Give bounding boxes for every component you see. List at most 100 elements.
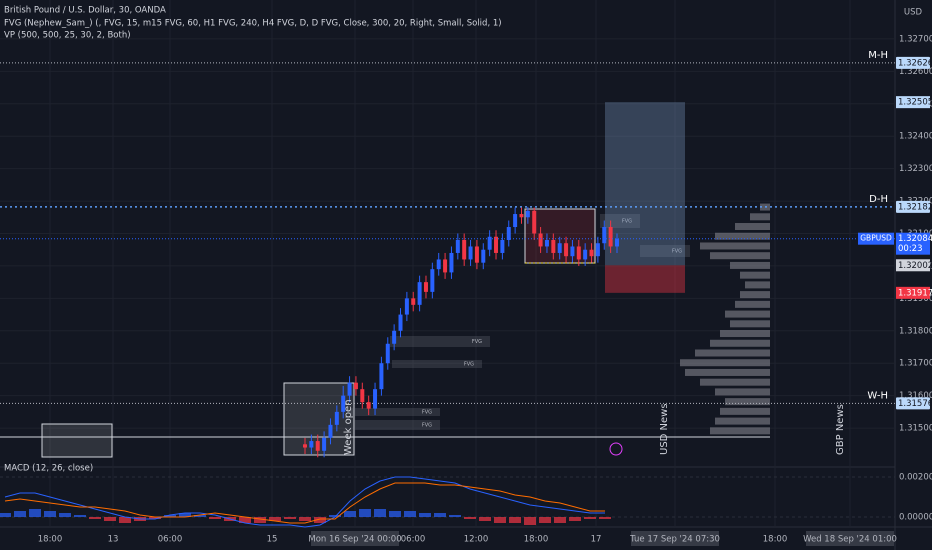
level-price-box bbox=[896, 56, 930, 69]
indicator-legend: VP (500, 500, 25, 30, 2, Both) bbox=[4, 31, 131, 41]
macd-histogram-bar bbox=[269, 517, 281, 521]
macd-histogram-bar bbox=[554, 517, 566, 523]
macd-histogram-bar bbox=[464, 517, 476, 519]
candle-body bbox=[608, 227, 613, 247]
macd-histogram-bar bbox=[569, 517, 581, 521]
candle-body bbox=[602, 227, 607, 244]
volume-profile-bar bbox=[710, 252, 770, 260]
candle-body bbox=[519, 214, 524, 218]
candle-body bbox=[576, 246, 581, 260]
volume-profile-bar bbox=[695, 349, 770, 357]
macd-histogram-bar bbox=[584, 517, 596, 519]
volume-profile-bar bbox=[685, 368, 770, 376]
x-tick-label: 18:00 bbox=[38, 535, 63, 545]
macd-histogram-bar bbox=[299, 517, 311, 521]
fvg-zone bbox=[355, 420, 440, 430]
fvg-zone bbox=[390, 336, 490, 347]
candle-body bbox=[360, 389, 365, 403]
macd-histogram-bar bbox=[74, 515, 86, 517]
volume-profile-bar bbox=[715, 388, 770, 396]
volume-profile-bar bbox=[720, 330, 770, 338]
candle-body bbox=[615, 238, 619, 247]
position-price: 1.32505 bbox=[898, 98, 932, 108]
volume-profile-bar bbox=[750, 213, 770, 221]
candle-body bbox=[595, 243, 600, 257]
candle-body bbox=[322, 437, 327, 451]
macd-histogram-bar bbox=[329, 515, 341, 517]
candle-body bbox=[468, 246, 473, 260]
fvg-label: FVG bbox=[422, 423, 432, 429]
candle-body bbox=[385, 343, 390, 364]
macd-histogram-bar bbox=[374, 509, 386, 517]
candle-body bbox=[404, 298, 409, 315]
macd-histogram-bar bbox=[209, 517, 221, 519]
x-tick-label: 15 bbox=[267, 535, 278, 545]
macd-histogram-bar bbox=[524, 517, 536, 525]
macd-histogram-bar bbox=[359, 509, 371, 517]
volume-profile-bar bbox=[720, 407, 770, 415]
countdown: 00:23 bbox=[898, 244, 923, 254]
macd-histogram-bar bbox=[119, 517, 131, 523]
candle-body bbox=[436, 259, 441, 270]
position-price-box bbox=[896, 286, 930, 299]
macd-histogram-bar bbox=[194, 515, 206, 517]
candle-body bbox=[334, 411, 339, 425]
level-price-box bbox=[896, 397, 930, 410]
volume-profile-bar bbox=[735, 223, 770, 231]
currency-button[interactable]: USD bbox=[904, 8, 923, 18]
symbol-name: GBPUSD bbox=[860, 234, 892, 243]
level-name: M-H bbox=[868, 50, 888, 61]
time-label-box bbox=[806, 531, 894, 546]
candle-body bbox=[303, 444, 307, 448]
macd-histogram-bar bbox=[149, 517, 161, 519]
fvg-zone bbox=[600, 214, 640, 228]
candle-body bbox=[583, 249, 588, 260]
macd-histogram-bar bbox=[419, 513, 431, 517]
level-name: D-H bbox=[869, 194, 888, 205]
position-price: 1.31917 bbox=[898, 288, 932, 298]
candle-body bbox=[315, 441, 320, 451]
y-tick-label: 1.31900 bbox=[899, 294, 932, 304]
x-tick-label: 06:00 bbox=[158, 535, 183, 545]
symbol-box bbox=[858, 232, 894, 245]
x-tick-label: Mon 16 Sep '24 00:00 bbox=[308, 535, 401, 545]
candle-body bbox=[411, 298, 416, 305]
candle-body bbox=[506, 227, 511, 240]
candle-body bbox=[462, 239, 467, 260]
macd-histogram-bar bbox=[404, 511, 416, 517]
fvg-zone bbox=[350, 408, 440, 416]
plot: 1.327001.326001.325001.324001.323001.322… bbox=[0, 34, 932, 546]
level-price: 1.32626 bbox=[898, 58, 932, 68]
position-stop bbox=[605, 265, 685, 293]
volume-profile-bar bbox=[735, 300, 770, 308]
candle-body bbox=[379, 363, 384, 390]
volume-profile-bar bbox=[740, 271, 770, 279]
y-tick-label: 1.31800 bbox=[899, 326, 932, 336]
candle-body bbox=[551, 239, 556, 253]
level-name: W-H bbox=[867, 390, 888, 401]
macd-histogram-bar bbox=[449, 515, 461, 517]
macd-histogram-bar bbox=[179, 513, 191, 517]
position-price-box bbox=[896, 259, 930, 272]
candle-body bbox=[443, 259, 448, 273]
volume-profile-bar bbox=[745, 281, 770, 289]
macd-histogram-bar bbox=[254, 517, 266, 523]
macd-histogram-bar bbox=[509, 517, 521, 523]
x-tick-label: Tue 17 Sep '24 07:30 bbox=[629, 535, 720, 545]
candle-body bbox=[532, 210, 537, 234]
fvg-zone bbox=[640, 245, 690, 257]
fvg-label: FVG bbox=[422, 410, 432, 416]
candle-body bbox=[341, 395, 346, 412]
candle-body bbox=[544, 239, 549, 247]
x-tick-label: 06:00 bbox=[401, 535, 426, 545]
range-box bbox=[41, 423, 113, 458]
candle-body bbox=[366, 402, 371, 409]
macd-histogram-bar bbox=[164, 515, 176, 517]
fvg-label: FVG bbox=[472, 339, 482, 345]
candle-body bbox=[513, 214, 518, 228]
candle-body bbox=[481, 249, 486, 263]
volume-profile-bar bbox=[715, 232, 770, 240]
candle-body bbox=[538, 233, 543, 247]
time-label-box bbox=[631, 531, 719, 546]
macd-tick-label: 0.00000 bbox=[899, 513, 932, 523]
